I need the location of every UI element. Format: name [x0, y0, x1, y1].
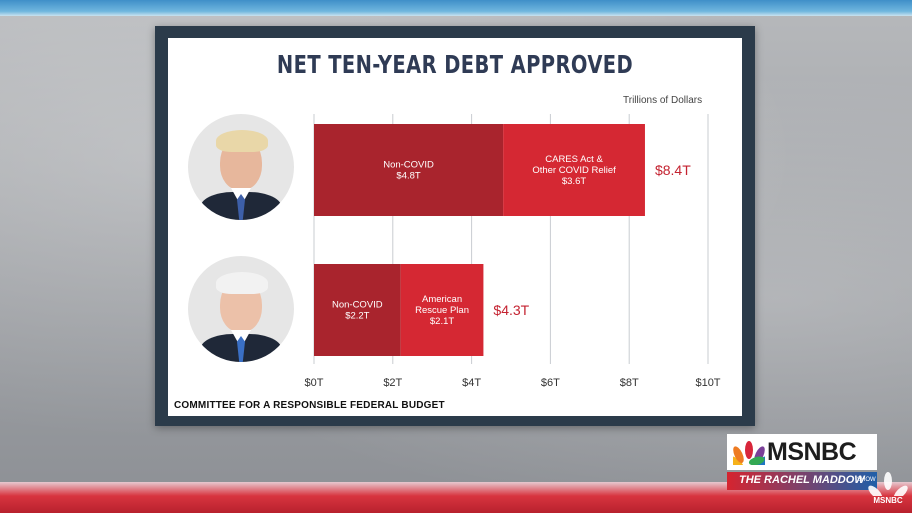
portrait-tie [237, 336, 245, 362]
network-name: MSNBC [767, 438, 857, 466]
bar-segment [314, 124, 504, 216]
x-tick-label: $8T [620, 377, 639, 389]
peacock-icon [733, 441, 765, 465]
portrait-hair [216, 272, 268, 294]
bug-label: MSNBC [873, 496, 903, 505]
top-color-band [0, 0, 912, 16]
network-bug: MSNBC [868, 470, 908, 508]
segment-label: Non-COVID $4.8T [383, 160, 434, 182]
x-tick-label: $10T [695, 377, 720, 389]
trump-portrait [188, 114, 294, 220]
source-credit: COMMITTEE FOR A RESPONSIBLE FEDERAL BUDG… [174, 400, 445, 411]
total-value-label: $4.3T [493, 302, 529, 318]
show-name-strip: THE RACHEL MADDOW SHOW [727, 472, 877, 490]
bar-segment [503, 124, 645, 216]
x-tick-label: $2T [383, 377, 402, 389]
bar-segment [314, 264, 401, 356]
portrait-hair [216, 130, 268, 152]
biden-portrait [188, 256, 294, 362]
x-tick-label: $0T [305, 377, 324, 389]
peacock-bug-icon [868, 472, 908, 500]
x-tick-label: $6T [541, 377, 560, 389]
chart-panel: NET TEN-YEAR DEBT APPROVED Trillions of … [168, 38, 742, 416]
segment-label: CARES Act & Other COVID Relief $3.6T [532, 154, 616, 187]
bar-segment [400, 264, 484, 356]
network-logo-box: MSNBC THE RACHEL MADDOW SHOW [727, 434, 877, 492]
network-logo: MSNBC [727, 434, 877, 470]
segment-label: American Rescue Plan $2.1T [415, 294, 469, 327]
show-name: THE RACHEL MADDOW [739, 474, 865, 486]
debt-bar-chart: $0T $2T $4T $6T $8T $10T Non-COVID $4.8T CARES A… [305, 114, 721, 389]
chart-title: NET TEN-YEAR DEBT APPROVED [276, 50, 634, 79]
units-label: Trillions of Dollars [623, 95, 703, 106]
total-value-label: $8.4T [655, 162, 691, 178]
show-suffix: SHOW [857, 477, 876, 483]
portrait-tie [237, 194, 245, 220]
x-tick-label: $4T [462, 377, 481, 389]
segment-label: Non-COVID $2.2T [332, 300, 383, 322]
